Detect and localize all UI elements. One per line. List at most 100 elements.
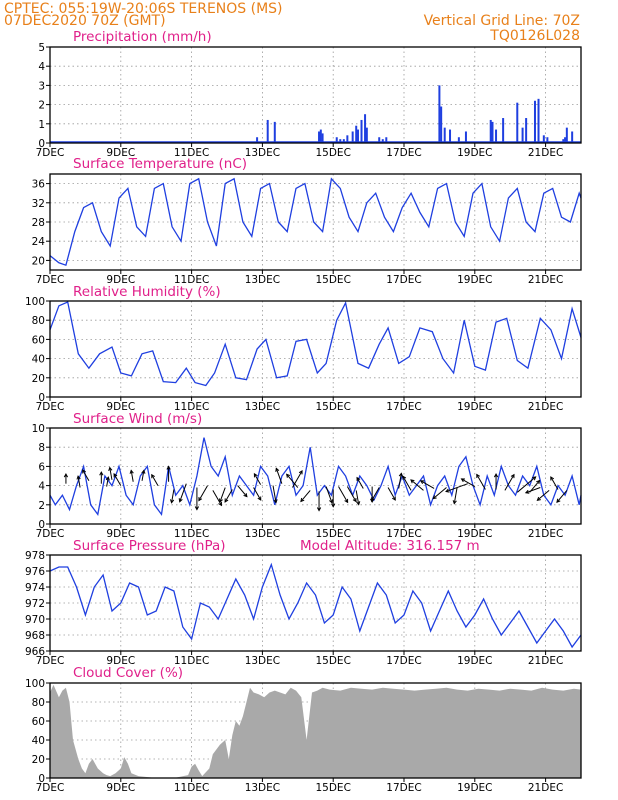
pres-series-line bbox=[49, 562, 582, 649]
wind-arrow bbox=[212, 490, 223, 507]
wind-arrow-head bbox=[410, 479, 415, 484]
precip-bar bbox=[443, 127, 446, 143]
wind-arrow-head bbox=[63, 473, 69, 478]
temp-ytick-label: 36 bbox=[32, 179, 46, 191]
wind-arrow-shaft bbox=[292, 470, 303, 488]
temp-xtick-label: 15DEC bbox=[315, 274, 350, 286]
temp-panel: 20 24 28 32 36 7DEC 9DEC 11DEC 13DEC 15DEC 17DEC 19… bbox=[32, 173, 582, 286]
wind-arrow bbox=[331, 489, 336, 508]
precip-bar bbox=[364, 114, 367, 143]
precip-bar bbox=[571, 131, 574, 143]
temp-ytick-label: 20 bbox=[32, 255, 45, 267]
precip-xtick-label: 13DEC bbox=[245, 147, 280, 159]
precip-bar bbox=[355, 125, 358, 143]
precip-bar bbox=[319, 129, 322, 143]
precip-bar bbox=[440, 106, 443, 143]
wind-arrow bbox=[316, 491, 322, 512]
precip-bar bbox=[495, 129, 498, 143]
wind-xtick-label: 21DEC bbox=[528, 528, 563, 540]
precip-xtick-label: 11DEC bbox=[174, 147, 209, 159]
precip-xtick-label: 7DEC bbox=[36, 147, 65, 159]
wind-arrow-shaft bbox=[130, 470, 134, 482]
wind-arrow-shaft bbox=[109, 467, 113, 480]
precip-bar bbox=[342, 139, 345, 143]
rh-xtick-label: 15DEC bbox=[315, 401, 350, 413]
wind-arrow bbox=[338, 486, 349, 504]
precip-bar bbox=[565, 127, 568, 143]
rh-xtick-label: 11DEC bbox=[174, 401, 209, 413]
wind-arrow-shaft bbox=[346, 486, 357, 502]
precip-bar bbox=[339, 139, 342, 143]
wind-arrow bbox=[504, 473, 515, 491]
wind-arrow-shaft bbox=[113, 473, 122, 486]
wind-arrow-head bbox=[253, 472, 258, 478]
wind-arrow-shaft bbox=[461, 478, 476, 487]
pres-ytick-label: 978 bbox=[25, 550, 45, 562]
wind-panel: 0 2 4 6 8 10 7DEC 9DEC 11DEC 13DEC 15DEC 17DEC 19DEC… bbox=[32, 423, 582, 540]
wind-arrow-shaft bbox=[300, 490, 311, 502]
wind-arrow bbox=[253, 487, 262, 501]
wind-arrow-head bbox=[141, 469, 146, 474]
wind-arrow bbox=[198, 485, 208, 502]
pres-ytick-label: 970 bbox=[25, 614, 45, 626]
wind-arrow-head bbox=[194, 506, 200, 511]
pres-xtick-label: 9DEC bbox=[106, 655, 135, 667]
wind-arrow-shaft bbox=[141, 470, 145, 481]
precip-bar bbox=[537, 98, 540, 143]
wind-arrow-shaft bbox=[516, 476, 536, 493]
wind-arrow bbox=[237, 485, 248, 498]
precip-bar bbox=[360, 119, 363, 143]
wind-arrow-shaft bbox=[253, 487, 262, 501]
wind-xtick-label: 9DEC bbox=[106, 528, 135, 540]
cloud-xtick-label: 13DEC bbox=[245, 782, 280, 794]
wind-arrow-head bbox=[392, 496, 396, 501]
wind-arrow bbox=[194, 487, 200, 511]
wind-arrow bbox=[432, 487, 447, 500]
precip-xtick-label: 17DEC bbox=[386, 147, 421, 159]
pres-panel: 966 968 970 972 974 976 978 7DEC 9DEC 11DEC 13DEC 1… bbox=[25, 550, 582, 667]
wind-arrow-head bbox=[257, 496, 262, 501]
wind-arrow bbox=[275, 467, 283, 484]
cloud-panel-title: Cloud Cover (%) bbox=[73, 665, 183, 681]
wind-arrow-head bbox=[243, 493, 248, 498]
precip-bar bbox=[385, 137, 388, 143]
wind-arrow-head bbox=[460, 478, 466, 483]
pres-xtick-label: 15DEC bbox=[315, 655, 350, 667]
wind-arrow bbox=[387, 487, 396, 501]
wind-arrow bbox=[292, 469, 303, 488]
precip-bar bbox=[542, 135, 545, 143]
precip-panel: 0 1 2 3 4 5 7DEC 9DEC 11DEC 13DEC 15DEC 17DEC 19DEC 2… bbox=[36, 42, 582, 159]
wind-arrow-head bbox=[356, 476, 361, 482]
wind-arrow-shaft bbox=[338, 486, 349, 503]
run-date-header: 07DEC2020 70Z (GMT) bbox=[4, 13, 166, 29]
rh-series-line bbox=[49, 300, 582, 387]
precip-bar bbox=[489, 119, 492, 143]
pres-ytick-label: 972 bbox=[25, 598, 45, 610]
wind-arrow bbox=[218, 487, 226, 503]
cloud-cover-area bbox=[50, 684, 581, 778]
precip-bar bbox=[516, 102, 519, 143]
temp-panel-title: Surface Temperature (nC) bbox=[73, 156, 247, 172]
wind-arrow-shaft bbox=[371, 487, 380, 502]
pres-panel-title: Surface Pressure (hPa) bbox=[73, 538, 226, 554]
wind-arrow-head bbox=[151, 473, 155, 479]
wind-arrow bbox=[452, 487, 458, 505]
wind-arrow-head bbox=[273, 499, 278, 504]
wind-arrow-shaft bbox=[179, 483, 187, 502]
precip-ytick-label: 4 bbox=[38, 61, 45, 73]
wind-arrow bbox=[536, 490, 550, 501]
cloud-xtick-label: 19DEC bbox=[457, 782, 492, 794]
wind-arrow-head bbox=[524, 489, 530, 494]
precip-panel-title: Precipitation (mm/h) bbox=[73, 29, 212, 45]
temp-ytick-label: 28 bbox=[32, 217, 45, 229]
wind-arrow-shaft bbox=[106, 477, 109, 487]
wind-arrow-head bbox=[476, 473, 481, 478]
rh-ytick-label: 0 bbox=[38, 392, 45, 404]
rh-xtick-label: 21DEC bbox=[528, 401, 563, 413]
precip-bar bbox=[533, 100, 536, 143]
wind-arrow bbox=[82, 469, 90, 482]
wind-xtick-label: 11DEC bbox=[174, 528, 209, 540]
wind-arrow bbox=[178, 483, 187, 503]
wind-arrow-head bbox=[536, 496, 541, 501]
wind-arrow bbox=[166, 465, 171, 482]
